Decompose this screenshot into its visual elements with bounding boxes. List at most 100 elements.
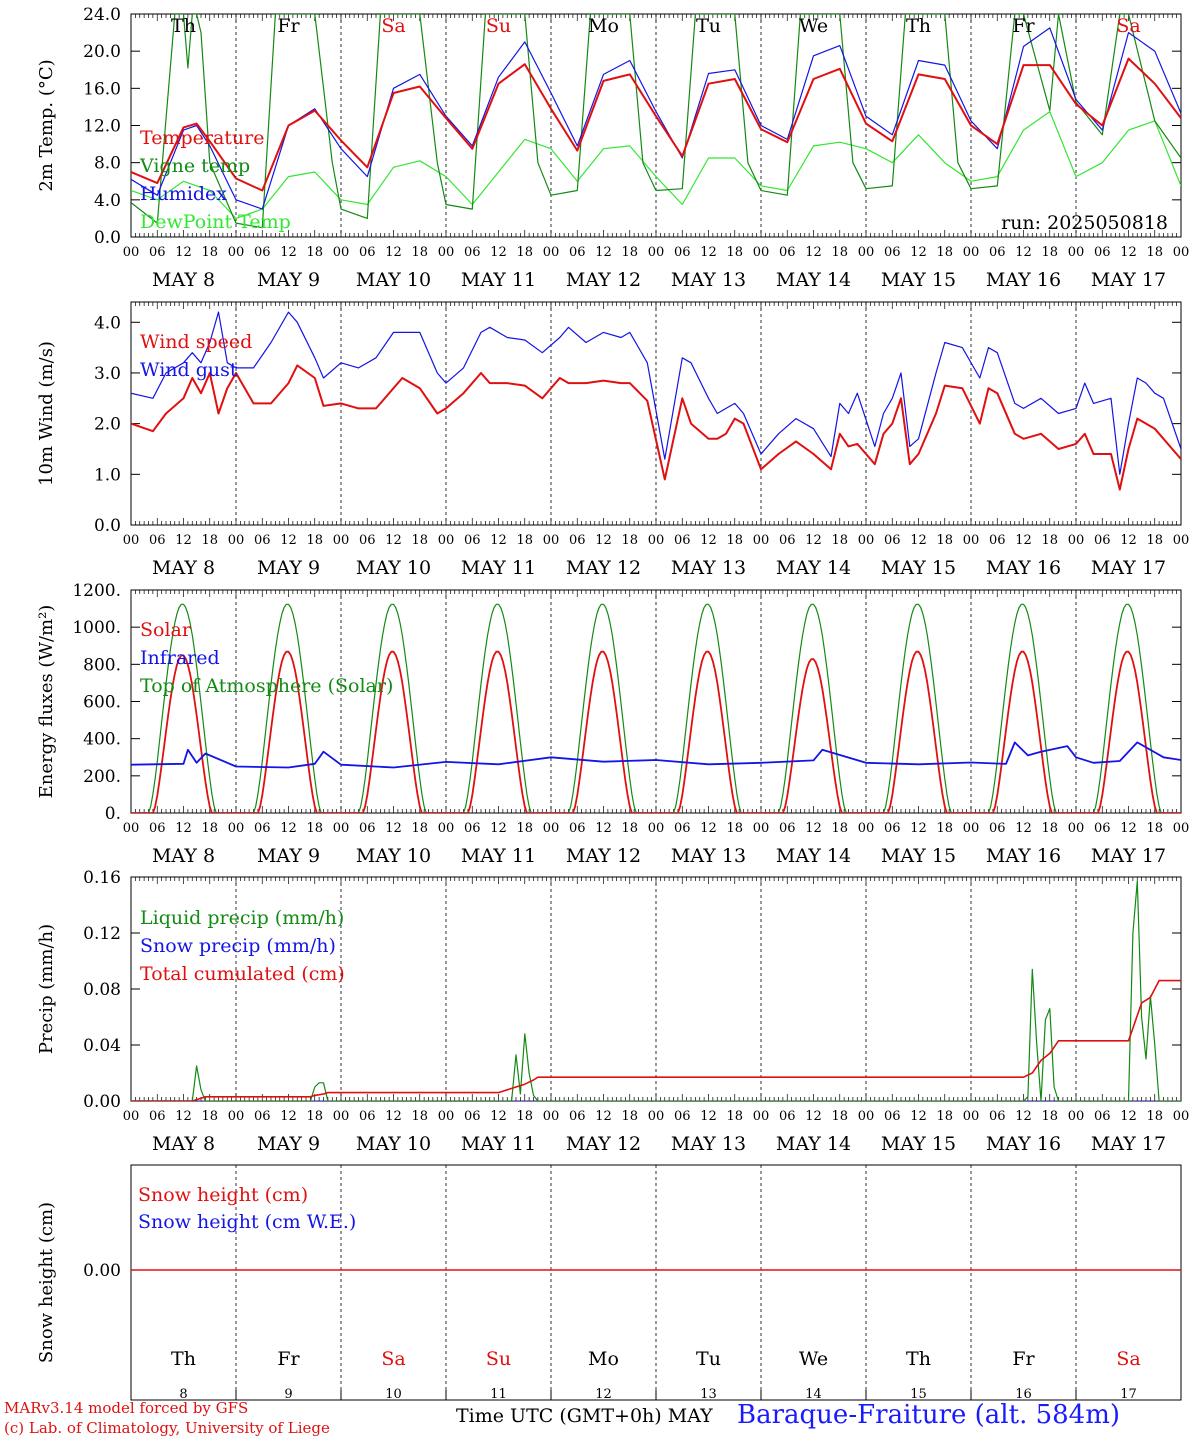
panel-5: 0.00 Snow height (cm) Snow height (cm) Snow…	[36, 1164, 1182, 1402]
weekday-label: Tu	[696, 15, 721, 37]
hour-tick-label: 00	[438, 821, 455, 836]
hour-tick-label: 18	[306, 1109, 323, 1124]
hour-tick-label: 12	[1120, 1109, 1137, 1124]
weekday-label: Fr	[1012, 15, 1035, 37]
hour-tick-label: 18	[936, 533, 953, 548]
hour-tick-label: 06	[359, 1109, 376, 1124]
hour-tick-label: 00	[123, 245, 140, 260]
series-line-infrared	[131, 741, 1181, 769]
day-label: MAY 14	[776, 1133, 851, 1155]
hour-tick-label: 18	[726, 821, 743, 836]
hour-tick-label: 06	[989, 1109, 1006, 1124]
hour-tick-label: 12	[805, 533, 822, 548]
hour-tick-label: 18	[936, 821, 953, 836]
hour-tick-label: 18	[831, 533, 848, 548]
hour-tick-label: 12	[805, 1109, 822, 1124]
legend-entry: Infrared	[140, 647, 220, 669]
legend-entry: Humidex	[140, 183, 227, 205]
hour-tick-label: 12	[280, 821, 297, 836]
footer-month-text: MAY	[667, 1405, 713, 1427]
hour-tick-label: 06	[149, 533, 166, 548]
hour-tick-label: 00	[648, 245, 665, 260]
hour-tick-label: 18	[411, 821, 428, 836]
hour-tick-label: 18	[306, 533, 323, 548]
y-tick-label: 24.0	[83, 5, 121, 25]
hour-tick-label: 06	[254, 821, 271, 836]
day-number-label: 11	[490, 1387, 507, 1402]
hour-tick-label: 18	[1041, 821, 1058, 836]
hour-tick-label: 06	[674, 245, 691, 260]
weekday-label: Th	[171, 15, 196, 37]
day-number-label: 9	[284, 1387, 292, 1402]
hour-tick-label: 18	[726, 245, 743, 260]
day-label: MAY 9	[257, 557, 320, 579]
hour-tick-label: 18	[831, 245, 848, 260]
hour-tick-label: 06	[254, 533, 271, 548]
hour-tick-label: 00	[858, 821, 875, 836]
footer-model-credit: MARv3.14 model forced by GFS	[4, 1399, 249, 1417]
hour-tick-label: 00	[963, 821, 980, 836]
hour-tick-label: 18	[831, 1109, 848, 1124]
hour-tick-label: 18	[621, 1109, 638, 1124]
day-label: MAY 10	[356, 1133, 431, 1155]
hour-tick-label: 06	[884, 533, 901, 548]
legend-entry: Vigne temp	[139, 155, 250, 177]
y-tick-label: 0.04	[83, 1036, 121, 1056]
hour-tick-label: 06	[674, 533, 691, 548]
day-number-label: 8	[179, 1387, 187, 1402]
hour-tick-label: 12	[910, 1109, 927, 1124]
hour-tick-label: 06	[254, 245, 271, 260]
hour-tick-label: 00	[1068, 533, 1085, 548]
hour-tick-label: 00	[1173, 245, 1190, 260]
hour-tick-label: 06	[149, 245, 166, 260]
legend-entry: DewPoint Temp	[140, 211, 291, 233]
hour-tick-label: 00	[333, 533, 350, 548]
legend-entry: Snow height (cm)	[138, 1184, 308, 1206]
hour-tick-label: 12	[1015, 245, 1032, 260]
hour-tick-label: 06	[569, 533, 586, 548]
legend-entry: Wind gust	[140, 359, 238, 381]
hour-tick-label: 06	[359, 821, 376, 836]
run-label: run: 2025050818	[1001, 212, 1168, 234]
day-label: MAY 16	[986, 1133, 1061, 1155]
y-tick-label: 0.	[105, 804, 121, 824]
legend-entry: Snow precip (mm/h)	[140, 935, 336, 957]
day-label: MAY 14	[776, 845, 851, 867]
hour-tick-label: 18	[621, 245, 638, 260]
hour-tick-label: 00	[228, 245, 245, 260]
y-tick-label: 1000.	[72, 618, 121, 638]
day-label: MAY 9	[257, 269, 320, 291]
hour-tick-label: 00	[228, 821, 245, 836]
hour-tick-label: 00	[648, 1109, 665, 1124]
hour-tick-label: 00	[543, 533, 560, 548]
hour-tick-label: 18	[516, 1109, 533, 1124]
day-label: MAY 15	[881, 557, 956, 579]
series-line-gust	[131, 311, 1181, 475]
series-line-3	[131, 110, 1181, 219]
hour-tick-label: 06	[1094, 245, 1111, 260]
hour-tick-label: 06	[359, 245, 376, 260]
hour-tick-label: 12	[385, 533, 402, 548]
y-tick-label: 200.	[83, 767, 121, 787]
hour-tick-label: 06	[1094, 821, 1111, 836]
hour-tick-label: 12	[700, 821, 717, 836]
hour-tick-label: 00	[963, 245, 980, 260]
hour-tick-label: 00	[1068, 821, 1085, 836]
y-tick-label: 800.	[83, 655, 121, 675]
hour-tick-label: 00	[753, 1109, 770, 1124]
hour-tick-label: 12	[385, 1109, 402, 1124]
weekday-label: Sa	[1116, 15, 1140, 37]
hour-tick-label: 06	[1094, 533, 1111, 548]
hour-tick-label: 00	[753, 533, 770, 548]
hour-tick-label: 18	[1146, 245, 1163, 260]
hour-tick-label: 12	[700, 533, 717, 548]
hour-tick-label: 18	[726, 533, 743, 548]
hour-tick-label: 12	[1120, 821, 1137, 836]
day-label: MAY 13	[671, 269, 746, 291]
day-label: MAY 16	[986, 269, 1061, 291]
y-tick-label: 8.0	[94, 154, 121, 174]
hour-tick-label: 06	[254, 1109, 271, 1124]
weekday-label: Th	[906, 15, 931, 37]
